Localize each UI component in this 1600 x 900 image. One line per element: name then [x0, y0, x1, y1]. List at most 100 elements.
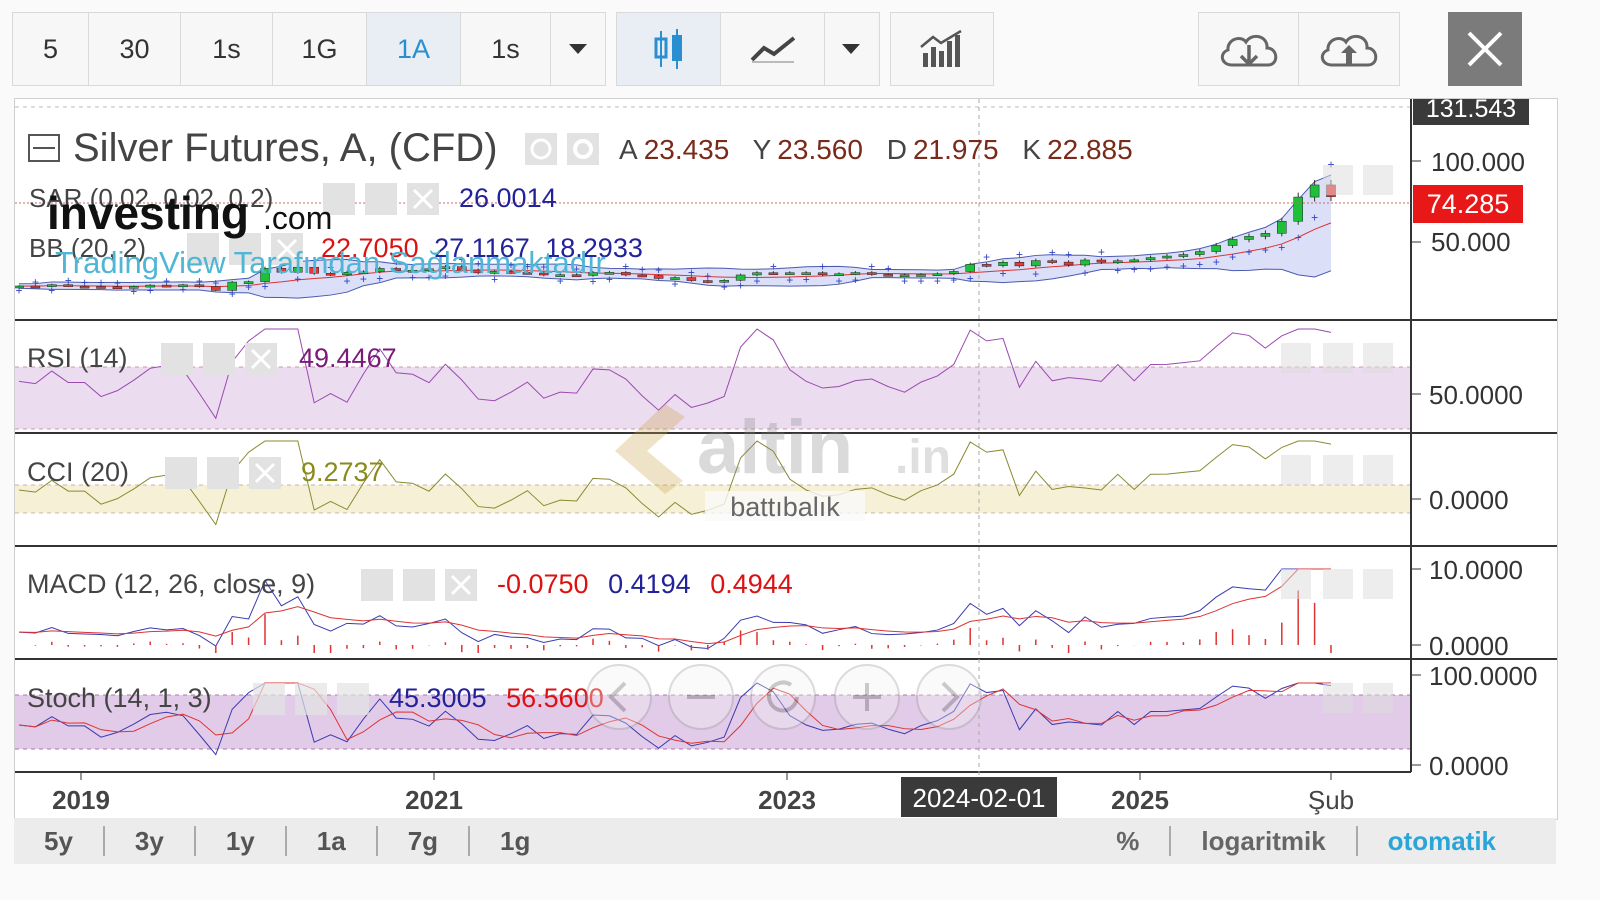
sar-dot: +: [245, 280, 252, 294]
sar-dot: +: [1278, 240, 1285, 254]
macd-maximize-icon[interactable]: [1363, 569, 1393, 599]
rsi-settings-icon[interactable]: [203, 343, 235, 375]
interval-1a-button[interactable]: 1A: [367, 13, 461, 85]
cci-maximize-icon[interactable]: [1363, 455, 1393, 485]
sar-dot: +: [48, 283, 55, 297]
title-settings-icon[interactable]: [567, 133, 599, 165]
sar-settings-icon[interactable]: [365, 183, 397, 215]
chevron-down-icon: [842, 44, 860, 54]
sar-dot: +: [639, 262, 646, 276]
line-chart-button[interactable]: [721, 13, 825, 85]
close-button[interactable]: [1448, 12, 1522, 86]
range-1g-button[interactable]: 1g: [500, 826, 531, 856]
percent-scale-button[interactable]: %: [1116, 826, 1140, 856]
macd-move-down-icon[interactable]: [1323, 569, 1353, 599]
sar-dot: +: [573, 262, 580, 276]
price-maximize-icon[interactable]: [1363, 165, 1393, 195]
macd-remove-icon[interactable]: [445, 569, 477, 601]
interval-5-button[interactable]: 5: [13, 13, 89, 85]
sar-dot: +: [179, 283, 186, 297]
candle-body: [1260, 233, 1271, 237]
stoch-remove-icon[interactable]: [337, 683, 369, 715]
zoom-out-icon[interactable]: [668, 664, 734, 730]
sar-dot: +: [999, 267, 1006, 281]
chart-area[interactable]: + + + + + + + + + + + + + + + + + + + + + + + + + + + + + + + + + + + + + + + +…: [14, 95, 1558, 820]
candle-body: [1162, 255, 1172, 259]
ohlc-high-value: 23.560: [777, 134, 863, 165]
macd-settings-icon[interactable]: [403, 569, 435, 601]
candlestick-button[interactable]: [617, 13, 721, 85]
range-1a-button[interactable]: 1a: [287, 826, 378, 856]
ohlc-readout: A 23.435 Y 23.560 D 21.975 K 22.885: [619, 134, 1133, 165]
bb-settings-icon[interactable]: [229, 233, 261, 265]
rsi-maximize-icon[interactable]: [1363, 343, 1393, 373]
scroll-left-icon[interactable]: [586, 664, 652, 730]
bb-visibility-icon[interactable]: [187, 233, 219, 265]
rsi-remove-icon[interactable]: [245, 343, 277, 375]
stoch-move-up-icon[interactable]: [1323, 683, 1353, 713]
sar-visibility-icon[interactable]: [323, 183, 355, 215]
sar-dot: +: [1295, 230, 1302, 244]
range-bar: 5y 3y 1y 1a 7g 1g % logaritmik otomatik: [14, 818, 1556, 864]
candle-body: [1277, 221, 1287, 234]
macd-move-up-icon[interactable]: [1281, 569, 1311, 599]
cci-move-up-icon[interactable]: [1281, 455, 1311, 485]
stoch-k-line: [18, 682, 1332, 756]
candle-body: [375, 268, 385, 273]
cci-settings-icon[interactable]: [207, 457, 239, 489]
sar-remove-icon[interactable]: [407, 183, 439, 215]
bb-label: BB (20, 2): [29, 233, 146, 263]
scroll-right-icon[interactable]: [916, 664, 982, 730]
sar-dot: +: [557, 274, 564, 288]
cci-remove-icon[interactable]: [249, 457, 281, 489]
range-1y-button[interactable]: 1y: [196, 826, 287, 856]
zoom-in-icon[interactable]: [834, 664, 900, 730]
stoch-visibility-icon[interactable]: [253, 683, 285, 715]
rsi-line: [18, 328, 1332, 420]
last-price-value: 74.285: [1427, 189, 1510, 219]
cci-move-down-icon[interactable]: [1323, 455, 1353, 485]
svg-text:investing: investing: [47, 187, 249, 239]
bb-remove-icon[interactable]: [271, 233, 303, 265]
sar-dot: +: [852, 273, 859, 287]
rsi-visibility-icon[interactable]: [161, 343, 193, 375]
interval-1s-hour-button[interactable]: 1s: [461, 13, 551, 85]
chart-type-dropdown-button[interactable]: [825, 13, 877, 85]
candle-body: [506, 271, 516, 274]
tradingview-credit: TradingView Tarafından Sağlanmaktadır: [55, 245, 606, 280]
stoch-d-value: 56.5600: [506, 683, 604, 713]
reset-view-icon[interactable]: [750, 664, 816, 730]
candle-body: [309, 267, 319, 274]
interval-1g-button[interactable]: 1G: [273, 13, 367, 85]
candle-body: [670, 277, 680, 280]
chart-svg[interactable]: + + + + + + + + + + + + + + + + + + + + + + + + + + + + + + + + + + + + + + + +…: [14, 95, 1557, 819]
log-scale-button[interactable]: logaritmik: [1169, 826, 1355, 856]
cloud-download-button[interactable]: [1199, 13, 1299, 85]
range-7g-button[interactable]: 7g: [378, 826, 471, 856]
sar-dot: +: [15, 284, 22, 298]
interval-1s-button[interactable]: 1s: [181, 13, 273, 85]
sar-dot: +: [360, 272, 367, 286]
interval-dropdown-button[interactable]: [551, 13, 605, 85]
rsi-move-up-icon[interactable]: [1281, 343, 1311, 373]
range-3y-button[interactable]: 3y: [105, 826, 196, 856]
candle-body: [325, 273, 336, 276]
x-tick-2021: 2021: [405, 785, 463, 815]
stoch-maximize-icon[interactable]: [1363, 683, 1393, 713]
auto-scale-button[interactable]: otomatik: [1355, 826, 1526, 856]
sar-dot: +: [1114, 264, 1121, 278]
macd-visibility-icon[interactable]: [361, 569, 393, 601]
title-visibility-icon[interactable]: [525, 133, 557, 165]
cci-visibility-icon[interactable]: [165, 457, 197, 489]
cloud-upload-button[interactable]: [1299, 13, 1399, 85]
rsi-move-down-icon[interactable]: [1323, 343, 1353, 373]
indicators-button[interactable]: [891, 13, 993, 85]
stoch-settings-icon[interactable]: [295, 683, 327, 715]
price-move-up-icon[interactable]: [1323, 165, 1353, 195]
altin-suffix-text: .in: [895, 431, 951, 484]
sar-dot: +: [737, 279, 744, 293]
collapse-icon[interactable]: [28, 134, 60, 162]
range-5y-button[interactable]: 5y: [14, 826, 105, 856]
macd-label: MACD (12, 26, close, 9): [27, 569, 315, 599]
interval-30-button[interactable]: 30: [89, 13, 181, 85]
